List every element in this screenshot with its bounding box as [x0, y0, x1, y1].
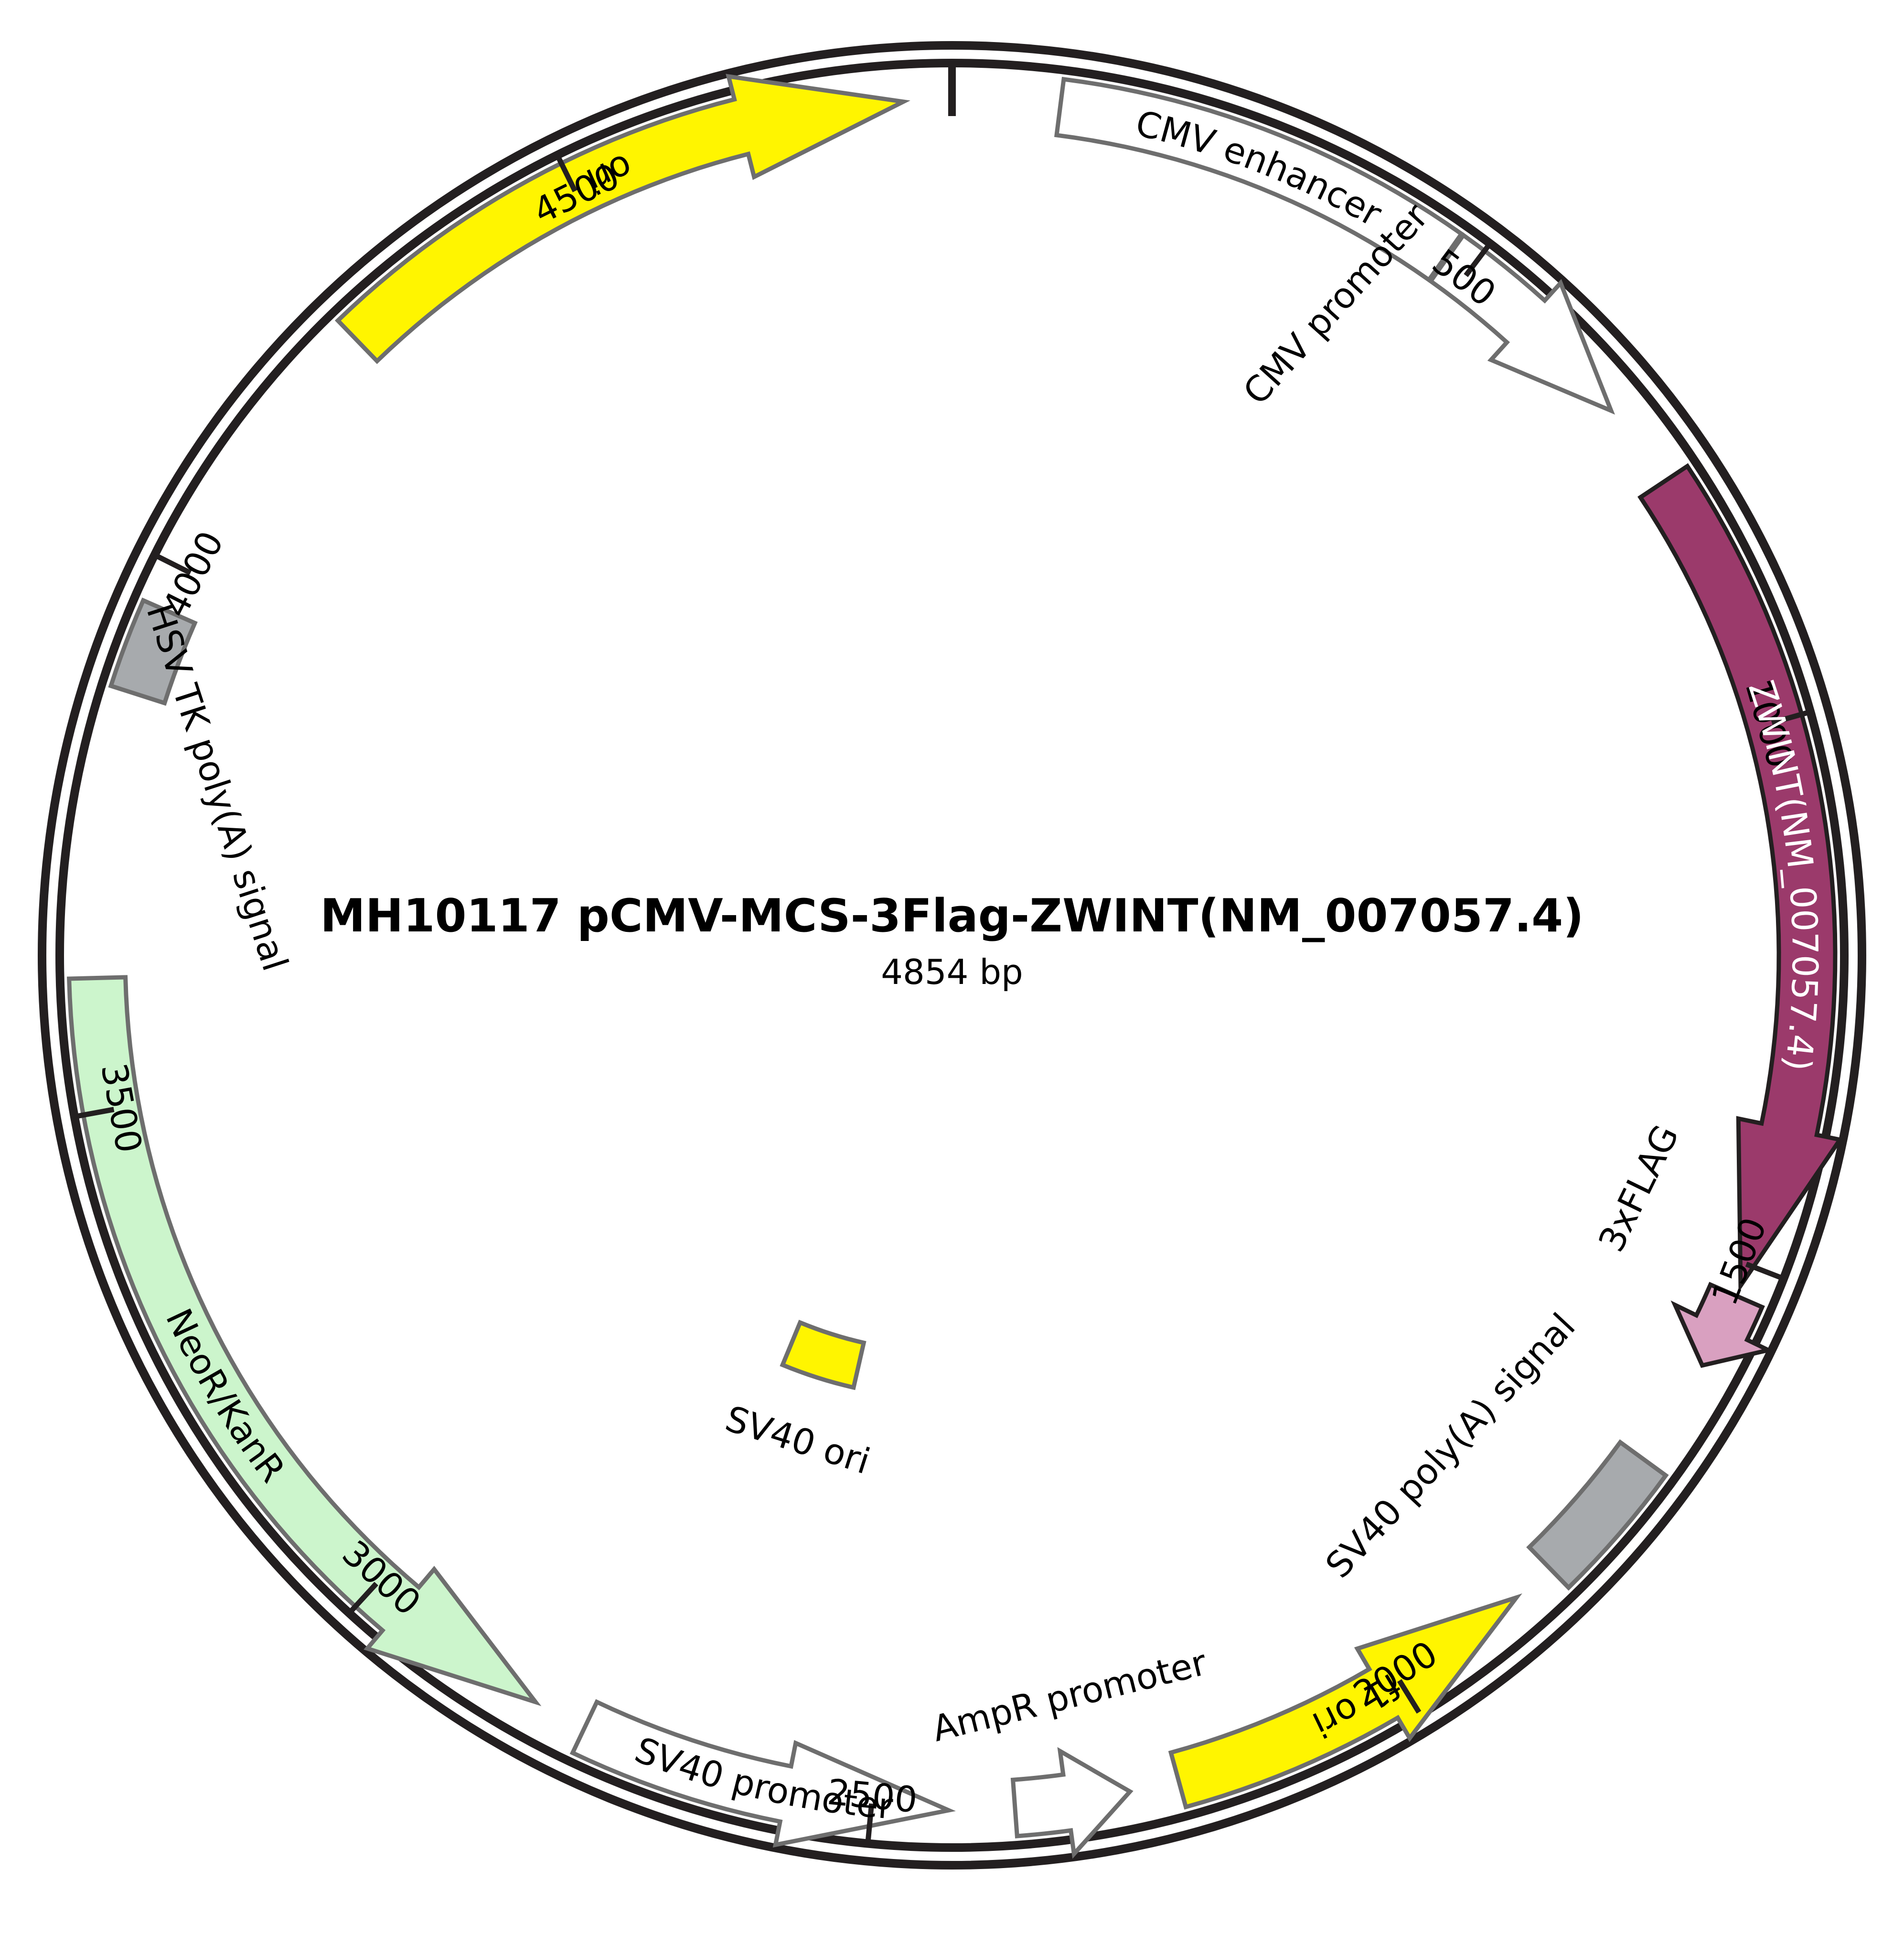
feature-shape-cmv-promoter[interactable] — [1427, 232, 1615, 415]
backbone-circle-outer — [38, 41, 1866, 1870]
ruler-tick-4000 — [156, 554, 192, 576]
ruler-tick-3000 — [349, 1581, 378, 1613]
feature-ori[interactable] — [334, 74, 910, 364]
plasmid-size-label: 4854 bp — [881, 952, 1023, 992]
feature-label-group-hsv-tk-polya-signal: HSV TK poly(A) signal — [139, 599, 296, 976]
feature-shape-zwint[interactable] — [1637, 463, 1844, 1293]
feature-label-group-sv40-ori: SV40 ori — [720, 1398, 875, 1482]
page-title: MH10117 pCMV-MCS-3Flag-ZWINT(NM_007057.4… — [320, 890, 1583, 942]
ruler-tick-label-2500: 2500 — [825, 1772, 919, 1821]
feature-sv40-polya-signal[interactable] — [1526, 1439, 1669, 1591]
feature-label-hsv-tk-polya-signal: HSV TK poly(A) signal — [139, 599, 296, 976]
feature-cmv-promoter[interactable] — [1427, 232, 1615, 415]
ruler-tick-2000 — [1397, 1679, 1422, 1714]
feature-label-group-ampr-promoter: AmpR promoter — [928, 1642, 1211, 1750]
center-caption: MH10117 pCMV-MCS-3Flag-ZWINT(NM_007057.4… — [320, 890, 1583, 992]
ruler-tick-1000 — [1771, 710, 1808, 726]
feature-shapes — [66, 74, 1844, 1859]
feature-shape-ampr-promoter[interactable] — [1010, 1747, 1134, 1859]
feature-label-ampr-promoter: AmpR promoter — [928, 1642, 1211, 1750]
feature-sv40-promoter[interactable] — [569, 1699, 956, 1848]
ruler-tick-3500 — [76, 1107, 115, 1119]
ruler-tick-4500 — [556, 156, 578, 192]
feature-shape-f1-ori[interactable] — [1168, 1593, 1522, 1810]
ruler-tick-2500 — [865, 1803, 875, 1841]
feature-shape-ori[interactable] — [334, 74, 910, 364]
feature-shape-hsv-tk-polya-signal[interactable] — [108, 597, 198, 706]
feature-label-sv40-ori: SV40 ori — [720, 1398, 875, 1482]
feature-shape-sv40-promoter[interactable] — [569, 1699, 956, 1848]
feature-shape-sv40-polya-signal[interactable] — [1526, 1439, 1669, 1591]
feature-label-3xflag: 3xFLAG — [1591, 1119, 1687, 1258]
ruler-tick-500 — [1464, 244, 1491, 278]
ruler-tick-label-group-2500: 2500 — [825, 1772, 919, 1821]
feature-label-cmv-promoter: CMV promoter — [1235, 196, 1436, 413]
feature-hsv-tk-polya-signal[interactable] — [108, 597, 198, 706]
feature-sv40-ori[interactable] — [780, 1319, 866, 1390]
feature-shape-neor-kanr[interactable] — [66, 975, 542, 1706]
feature-label-group-cmv-promoter: CMV promoter — [1235, 196, 1436, 413]
ruler-tick-label-1500: 1500 — [1704, 1212, 1775, 1311]
backbone-circle-inner — [55, 59, 1849, 1852]
feature-f1-ori[interactable] — [1168, 1593, 1522, 1810]
feature-neor-kanr[interactable] — [66, 975, 542, 1706]
feature-shape-sv40-ori[interactable] — [780, 1319, 866, 1390]
ruler-tick-label-group-1500: 1500 — [1704, 1212, 1775, 1311]
feature-shape-3xflag[interactable] — [1670, 1282, 1775, 1368]
plasmid-backbone — [38, 41, 1866, 1870]
ruler-tick-1500 — [1745, 1261, 1782, 1280]
feature-zwint[interactable] — [1637, 463, 1844, 1293]
feature-ampr-promoter[interactable] — [1010, 1747, 1134, 1859]
feature-3xflag[interactable] — [1670, 1282, 1775, 1368]
feature-label-group-3xflag: 3xFLAG — [1591, 1119, 1687, 1258]
